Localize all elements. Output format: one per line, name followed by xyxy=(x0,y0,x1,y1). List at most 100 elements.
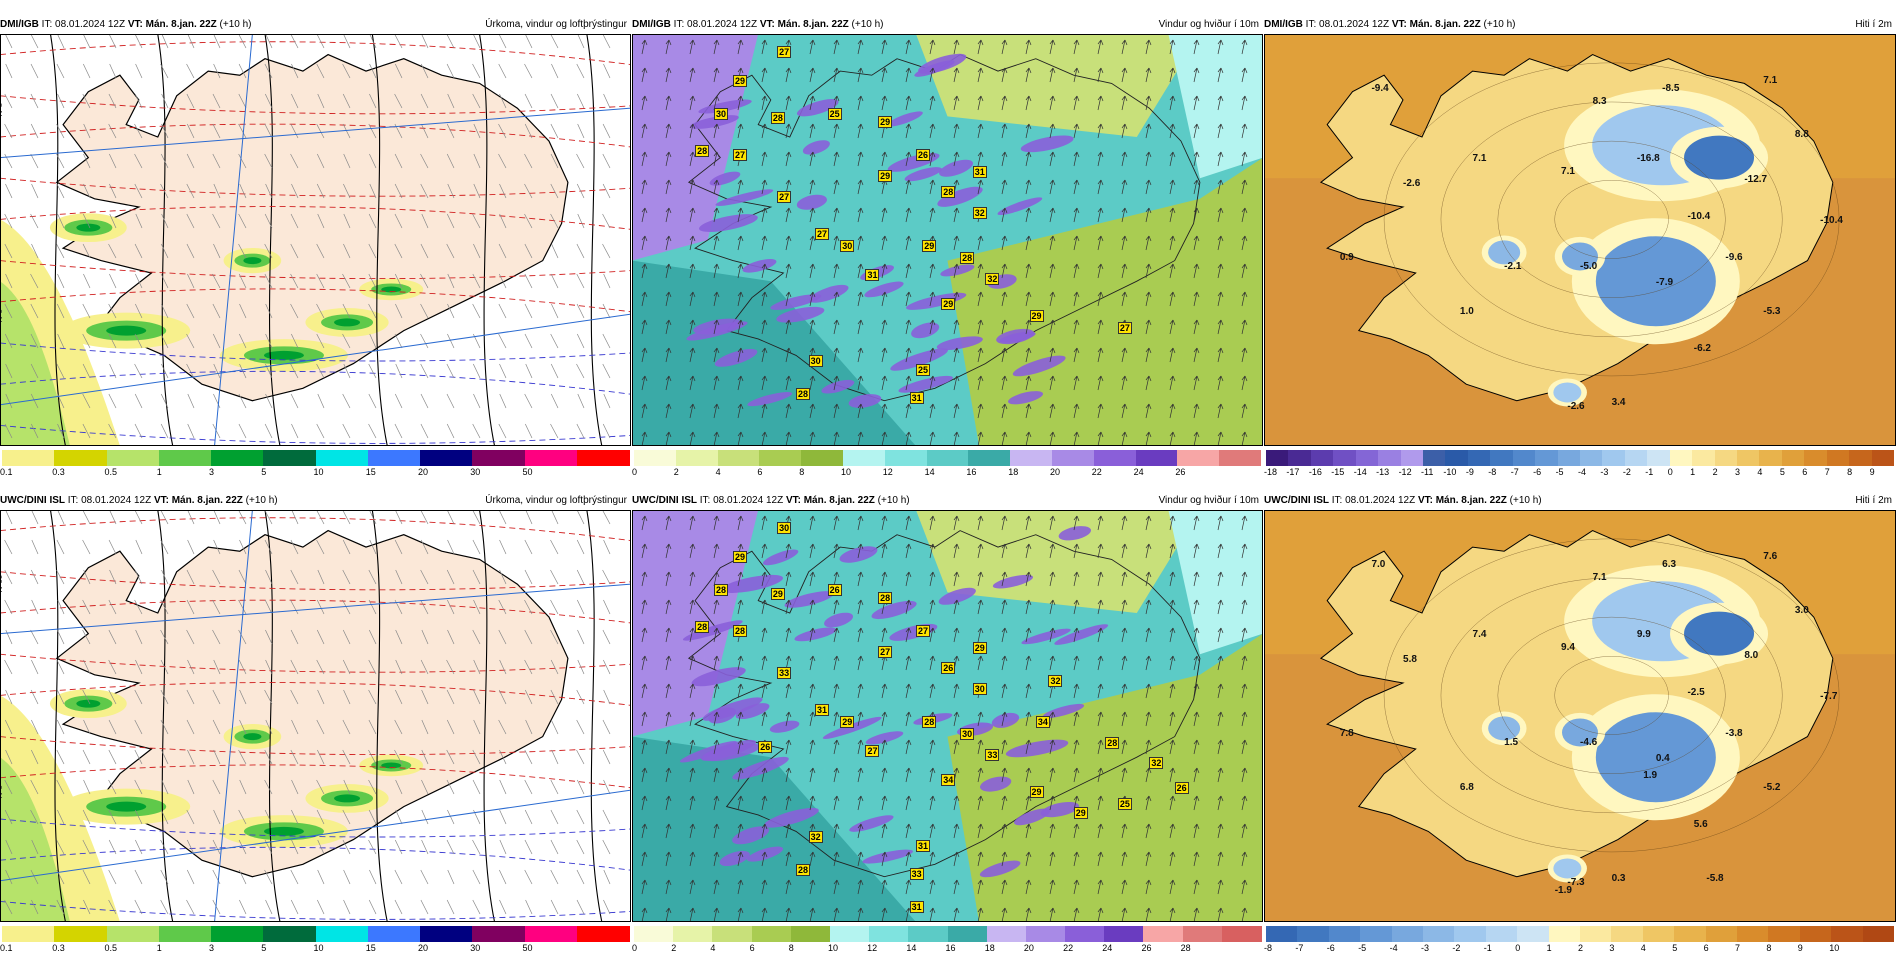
colorbar-tick-label: 15 xyxy=(365,467,376,477)
colorbar-ticks: -18 -17 -16 -15 -14 -13 -12 -11 -10 -9 -8 -7 -6 -5 -4-… xyxy=(1264,467,1896,479)
map-area[interactable]: -9.4 8.3 -8.5 7.1 7.1 -16.8 8.8 -2.6 7.1 -12.7 -10… xyxy=(1264,34,1896,446)
colorbar-tick-label: 12 xyxy=(867,943,878,953)
colorbar-cell xyxy=(1423,926,1455,942)
gust-label: 26 xyxy=(915,149,930,162)
colorbar-cell xyxy=(1871,450,1895,466)
gust-label: 28 xyxy=(922,716,937,728)
temperature-value: 8.3 xyxy=(1592,95,1607,107)
gust-label: 32 xyxy=(1149,757,1164,770)
colorbar-cell xyxy=(1310,450,1334,466)
colorbar-tick-label: 8 xyxy=(1847,467,1853,477)
init-time: IT: 08.01.2024 12Z xyxy=(65,495,154,506)
colorbar-cell xyxy=(926,450,969,466)
colorbar-cell xyxy=(1288,450,1312,466)
map-canvas xyxy=(632,34,1263,446)
gust-label: 29 xyxy=(922,240,937,252)
colorbar xyxy=(1264,450,1896,466)
gust-label: 29 xyxy=(878,169,893,182)
init-time: IT: 08.01.2024 12Z xyxy=(38,19,128,30)
panel-header: UWC/DINI ISL IT: 08.01.2024 12Z VT: Mán.… xyxy=(632,492,1263,510)
map-area[interactable]: 30 29 28 29 28 26 28 33 28 27 27 26 28 29 29 27 31 30 30 34… xyxy=(632,510,1263,922)
colorbar-tick-label: -4 xyxy=(1389,943,1398,953)
colorbar-tick-label: -4 xyxy=(1578,467,1587,477)
colorbar-tick-label: -17 xyxy=(1286,467,1300,477)
gust-label: 30 xyxy=(972,683,987,696)
temperature-value: 7.6 xyxy=(1763,551,1778,563)
colorbar-tick-label: 3 xyxy=(1735,467,1741,477)
colorbar-cell xyxy=(1360,926,1393,942)
colorbar-tick-label: 8 xyxy=(788,943,794,953)
colorbar-tick-label: 0 xyxy=(1667,467,1673,477)
colorbar xyxy=(632,450,1263,466)
colorbar-tick-label: 4 xyxy=(710,943,716,953)
gust-label: 29 xyxy=(1073,806,1088,819)
temperature-value: 7.1 xyxy=(1472,153,1487,165)
valid-time: VT: Mán. 8.jan. 22Z xyxy=(1391,19,1481,30)
colorbar-cell xyxy=(1093,450,1137,466)
temperature-value: -1.9 xyxy=(1554,884,1572,896)
colorbar-tick-label: 18 xyxy=(1008,467,1019,477)
temperature-value: -5.2 xyxy=(1763,781,1781,793)
map-area[interactable]: 27 29 30 28 27 25 29 27 28 26 29 28 29 31 30 31 27 32 28 29… xyxy=(632,34,1263,446)
colorbar-cell xyxy=(1454,926,1487,942)
panel-title: Hiti í 2m xyxy=(1855,19,1892,30)
init-time: IT: 08.01.2024 12Z xyxy=(1329,495,1418,506)
colorbar-tick-label: 1 xyxy=(1546,943,1552,953)
temperature-value: 5.8 xyxy=(1403,654,1417,666)
colorbar xyxy=(0,926,631,942)
colorbar-tick-label: 18 xyxy=(984,943,995,953)
colorbar-tick-label: 20 xyxy=(418,943,429,953)
colorbar-tick-label: -16 xyxy=(1308,467,1322,477)
colorbar-tick-label: 28 xyxy=(1180,943,1191,953)
colorbar-tick-label: 6 xyxy=(1802,467,1808,477)
temperature-value: 0.3 xyxy=(1611,872,1626,884)
map-area[interactable]: N°99 N°9 xyxy=(0,510,631,922)
colorbar-cell xyxy=(1266,926,1298,942)
gust-label: 27 xyxy=(915,625,930,638)
gust-label: 27 xyxy=(1117,322,1132,335)
temperature-value: -3.8 xyxy=(1725,728,1743,740)
colorbar-tick-label: 0.1 xyxy=(0,943,13,953)
panel-header: UWC/DINI ISL IT: 08.01.2024 12Z VT: Mán.… xyxy=(0,492,631,510)
gust-label: 27 xyxy=(878,645,893,658)
gust-label: 25 xyxy=(1117,798,1132,811)
colorbar-cell xyxy=(1135,450,1178,466)
forecast-panel-wind: DMI/IGB IT: 08.01.2024 12Z VT: Mán. 8.ja… xyxy=(632,16,1263,480)
lat-label: N°9 xyxy=(0,784,4,798)
colorbar-cell xyxy=(1010,450,1053,466)
map-area[interactable]: N°8 N°9 xyxy=(0,34,631,446)
forecast-panel-wind: UWC/DINI ISL IT: 08.01.2024 12Z VT: Mán.… xyxy=(632,492,1263,956)
temperature-value: 7.0 xyxy=(1371,559,1386,571)
valid-time: VT: Mán. 8.jan. 22Z xyxy=(127,19,217,30)
colorbar-cell xyxy=(634,926,674,942)
colorbar-tick-label: 0.5 xyxy=(104,467,118,477)
gust-label: 29 xyxy=(770,588,785,601)
colorbar-cell xyxy=(524,450,578,466)
lead-time: (+10 h) xyxy=(1480,19,1516,30)
colorbar-cell xyxy=(472,926,525,942)
lead-time: (+10 h) xyxy=(848,19,884,30)
temperature-value: -9.6 xyxy=(1725,252,1743,264)
colorbar-tick-label: 1 xyxy=(156,943,162,953)
gust-label: 28 xyxy=(796,864,811,877)
colorbar-tick-label: 2 xyxy=(671,943,677,953)
colorbar-cell xyxy=(1378,450,1402,466)
panel-title: Vindur og hviður í 10m xyxy=(1158,495,1259,506)
colorbar-cell xyxy=(1768,926,1801,942)
colorbar-cell xyxy=(106,450,160,466)
gust-label: 25 xyxy=(827,108,842,121)
colorbar-tick-label: 7 xyxy=(1735,943,1741,953)
map-area[interactable]: 7.0 7.1 6.3 7.6 9.4 9.9 3.0 5.8 7.4 8.0 -2.5 -7.7 7.… xyxy=(1264,510,1896,922)
colorbar-cell xyxy=(1831,926,1864,942)
colorbar-cell xyxy=(1557,450,1581,466)
colorbar-cell xyxy=(211,926,264,942)
temperature-value: -5.3 xyxy=(1763,305,1781,317)
panel-title: Hiti í 2m xyxy=(1855,495,1892,506)
gust-label: 34 xyxy=(1035,716,1050,728)
model-name: DMI/IGB xyxy=(0,19,39,30)
temperature-value: 5.6 xyxy=(1693,819,1708,830)
colorbar-cell xyxy=(1177,450,1220,466)
colorbar-tick-label: 5 xyxy=(1672,943,1678,953)
colorbar-cell xyxy=(1297,926,1330,942)
model-name: UWC/DINI ISL xyxy=(0,495,65,506)
